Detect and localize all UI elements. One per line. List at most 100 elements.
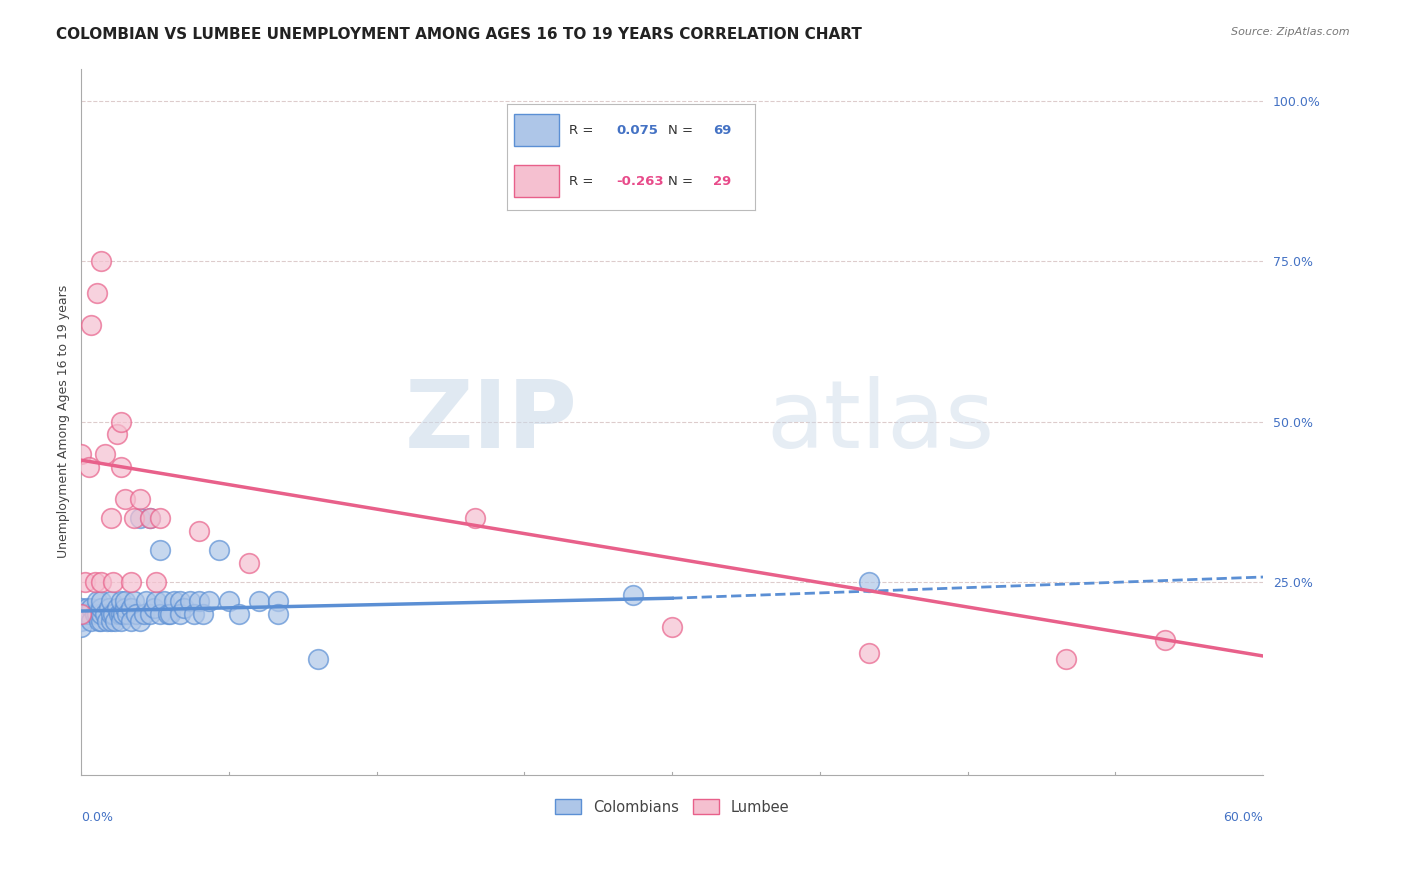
Point (100, 614, 122, 628)
Point (115, 607, 138, 622)
Point (188, 524, 211, 538)
Text: COLOMBIAN VS LUMBEE UNEMPLOYMENT AMONG AGES 16 TO 19 YEARS CORRELATION CHART: COLOMBIAN VS LUMBEE UNEMPLOYMENT AMONG A… (56, 27, 862, 42)
Point (858, 575, 880, 590)
Point (94, 607, 117, 622)
Point (87, 614, 110, 628)
Point (80, 614, 103, 628)
Point (80, 600, 103, 615)
Point (129, 491, 152, 506)
Point (621, 588, 644, 602)
Point (90, 254, 112, 268)
Point (105, 427, 128, 442)
Point (228, 607, 250, 622)
Point (464, 511, 486, 525)
Point (169, 607, 191, 622)
Point (101, 575, 124, 590)
Point (70, 607, 93, 622)
Point (77, 459, 100, 474)
Point (100, 511, 122, 525)
Point (90, 575, 112, 590)
Point (139, 607, 162, 622)
Point (238, 556, 260, 570)
Point (163, 594, 186, 608)
Point (70, 447, 93, 461)
Point (111, 607, 134, 622)
Point (110, 594, 132, 608)
Point (114, 600, 136, 615)
Point (114, 491, 136, 506)
Point (86, 286, 108, 301)
Point (159, 607, 181, 622)
Point (124, 594, 146, 608)
Point (149, 511, 172, 525)
Point (858, 646, 880, 660)
Point (70, 600, 93, 615)
Point (156, 607, 179, 622)
Point (120, 600, 142, 615)
Point (96, 614, 118, 628)
Point (173, 600, 195, 615)
Point (188, 594, 211, 608)
Text: 60.0%: 60.0% (1223, 812, 1263, 824)
Point (120, 575, 142, 590)
Point (76, 600, 98, 615)
Point (139, 511, 162, 525)
Legend: Colombians, Lumbee: Colombians, Lumbee (548, 793, 796, 821)
Point (101, 607, 124, 622)
Point (153, 594, 176, 608)
Point (134, 607, 156, 622)
Point (218, 594, 240, 608)
Text: atlas: atlas (766, 376, 995, 467)
Point (149, 607, 172, 622)
Point (75, 575, 97, 590)
Point (135, 594, 157, 608)
Point (125, 607, 148, 622)
Point (1054, 652, 1077, 666)
Point (169, 594, 191, 608)
Point (139, 511, 162, 525)
Point (86, 607, 108, 622)
Point (198, 594, 221, 608)
Point (70, 607, 93, 622)
Text: 0.0%: 0.0% (82, 812, 114, 824)
Point (267, 607, 290, 622)
Point (90, 594, 112, 608)
Point (80, 318, 103, 333)
Y-axis label: Unemployment Among Ages 16 to 19 years: Unemployment Among Ages 16 to 19 years (58, 285, 70, 558)
Point (90, 607, 112, 622)
Point (129, 511, 152, 525)
Point (90, 600, 112, 615)
Point (105, 600, 128, 615)
Point (143, 600, 166, 615)
Point (307, 652, 329, 666)
Point (247, 594, 270, 608)
Point (75, 607, 97, 622)
Point (97, 600, 120, 615)
Point (661, 620, 683, 634)
Point (84, 607, 107, 622)
Point (120, 614, 142, 628)
Point (149, 543, 172, 558)
Point (110, 459, 132, 474)
Point (86, 594, 108, 608)
Point (94, 447, 117, 461)
Point (267, 594, 290, 608)
Point (129, 614, 152, 628)
Point (84, 575, 107, 590)
Point (107, 607, 129, 622)
Point (114, 594, 136, 608)
Point (70, 614, 93, 628)
Point (145, 594, 167, 608)
Text: Source: ZipAtlas.com: Source: ZipAtlas.com (1232, 27, 1350, 37)
Point (193, 607, 215, 622)
Point (90, 614, 112, 628)
Point (145, 575, 167, 590)
Point (110, 607, 132, 622)
Point (208, 543, 231, 558)
Point (124, 511, 146, 525)
Point (70, 620, 93, 634)
Point (1153, 632, 1175, 647)
Point (110, 415, 132, 429)
Point (100, 594, 122, 608)
Point (183, 607, 205, 622)
